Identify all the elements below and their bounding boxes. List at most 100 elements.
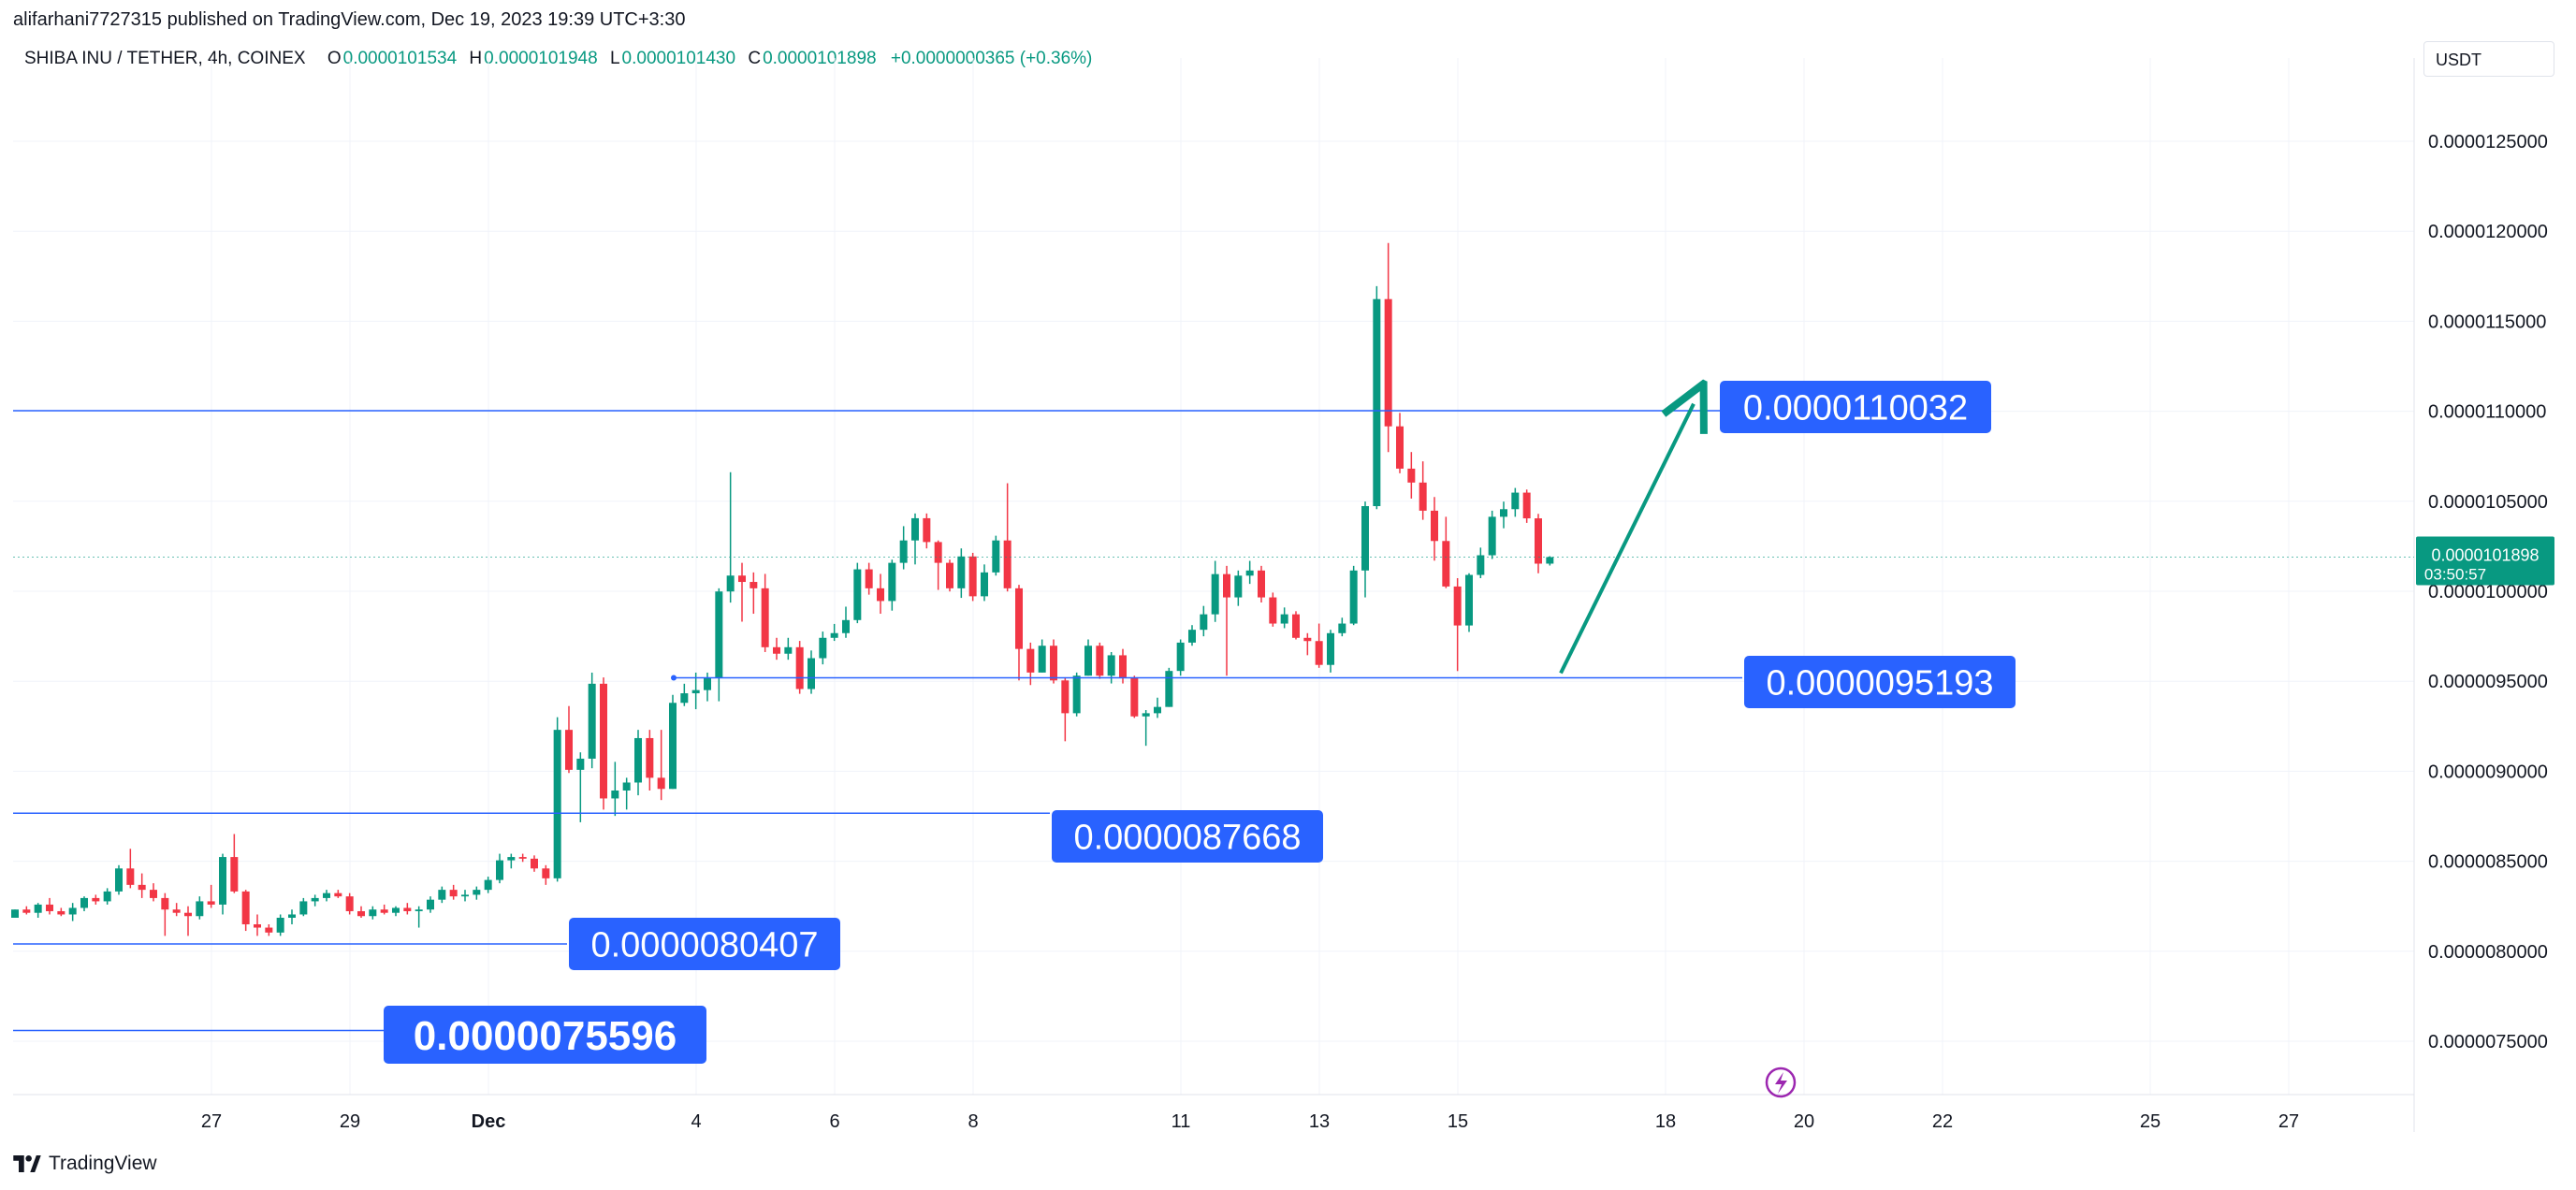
candle-body [1419, 482, 1427, 511]
candle [1280, 607, 1288, 629]
close-value: 0.0000101898 [763, 49, 877, 68]
open-label: O [327, 49, 342, 68]
candle [11, 909, 19, 918]
level-label-text: 0.0000095193 [1766, 664, 1993, 704]
candle [1245, 560, 1254, 585]
candle-body [1373, 298, 1381, 506]
candle [1407, 452, 1416, 499]
lightning-icon[interactable] [1765, 1067, 1797, 1098]
candle-body [218, 857, 226, 905]
candle [542, 864, 550, 885]
price-tick-label: 0.0000125000 [2428, 132, 2548, 152]
candle-body [646, 737, 654, 778]
candle-body [484, 879, 492, 891]
candle [622, 777, 631, 810]
candle-body [196, 901, 204, 917]
candle-body [126, 868, 135, 885]
horizontal-lines[interactable]: 0.0000110032 0.0000095193 0.0000087668 0.00… [13, 381, 2016, 1064]
candle [1176, 639, 1185, 676]
candle-body [57, 910, 65, 915]
candle [276, 914, 284, 936]
candle [945, 559, 953, 592]
level-label-text: 0.0000080407 [590, 926, 818, 965]
candle-body [588, 683, 596, 759]
candle-body [611, 790, 619, 799]
candle [1361, 501, 1369, 598]
candle [1338, 617, 1346, 637]
candle-body [1534, 518, 1542, 564]
price-tick-label: 0.0000120000 [2428, 222, 2548, 242]
candle-body [1142, 713, 1150, 717]
candle [599, 677, 607, 810]
price-tick-label: 0.0000075000 [2428, 1032, 2548, 1052]
candle [1049, 639, 1057, 684]
time-tick-label: 22 [1932, 1111, 1953, 1132]
candle-body [1072, 675, 1081, 714]
candle [1291, 611, 1300, 640]
candle [726, 472, 735, 603]
candle [518, 853, 527, 863]
low-value: 0.0000101430 [621, 49, 736, 68]
candle [703, 672, 711, 702]
candle [865, 562, 873, 595]
candle [968, 552, 977, 602]
level-label-box [569, 918, 840, 970]
candle [715, 588, 723, 702]
candle [334, 890, 342, 898]
candle [241, 890, 250, 932]
candle [1349, 565, 1358, 626]
trend-arrow[interactable] [1559, 404, 1694, 675]
candle [287, 909, 296, 925]
candle-body [183, 912, 192, 917]
tradingview-logo-icon [13, 1155, 41, 1172]
candle [1003, 483, 1011, 592]
currency-selector[interactable]: USDT [2423, 41, 2554, 77]
symbol-name[interactable]: SHIBA INU / TETHER, 4h, COINEX [24, 49, 306, 68]
candle-body [473, 890, 481, 895]
candle [1153, 697, 1161, 718]
time-tick-label: Dec [472, 1111, 506, 1132]
candle-body [311, 897, 319, 902]
candle [1234, 570, 1243, 606]
symbol-legend: SHIBA INU / TETHER, 4h, COINEX O 0.000010… [24, 49, 1092, 69]
candle-body [92, 897, 100, 902]
candle [92, 894, 100, 905]
candle-body [80, 897, 88, 908]
candle-body [1245, 570, 1254, 576]
candle-body [161, 897, 169, 910]
candle-body [1464, 574, 1473, 626]
price-tick-label: 0.0000085000 [2428, 852, 2548, 873]
candle [1488, 510, 1496, 559]
candle-body [876, 588, 884, 602]
candle-body [923, 517, 931, 543]
candle [1107, 652, 1115, 684]
candle [495, 853, 503, 884]
candle [253, 914, 261, 936]
candle [1453, 577, 1462, 672]
price-axis[interactable]: 0.0000125000 0.0000120000 0.0000115000 0.00… [2428, 132, 2548, 1052]
candle-body [299, 901, 308, 915]
price-tick-label: 0.0000090000 [2428, 762, 2548, 782]
time-tick-label: 11 [1172, 1111, 1191, 1132]
level-label-text: 0.0000110032 [1743, 389, 1968, 428]
candle [1038, 639, 1046, 673]
candle [553, 717, 561, 882]
candle-body [657, 777, 665, 790]
time-axis[interactable]: 27 29 Dec 4 6 8 11 13 15 18 20 22 25 27 [201, 1111, 2299, 1132]
candle-body [1315, 641, 1323, 665]
candle [265, 924, 273, 936]
candle [691, 672, 700, 710]
candle-body [599, 683, 607, 799]
candle-body [1003, 540, 1011, 588]
candle-body [691, 689, 700, 694]
level-anchor-point [671, 675, 677, 681]
level-line: 0.0000080407 [13, 918, 840, 970]
candle-body [680, 693, 689, 704]
candle [1477, 547, 1485, 578]
candle-body [865, 569, 873, 588]
candle [830, 623, 838, 642]
candle [183, 906, 192, 936]
footer-branding: TradingView [13, 1153, 157, 1175]
candle-body [1096, 646, 1104, 676]
